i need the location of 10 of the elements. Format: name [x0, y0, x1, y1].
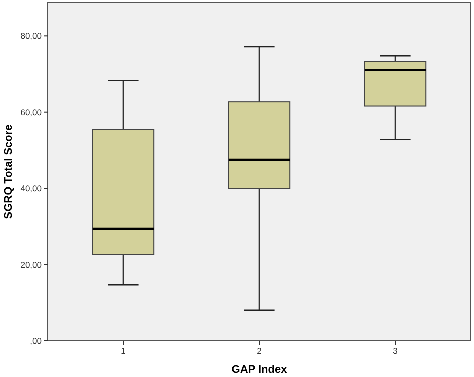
x-axis-title: GAP Index — [232, 364, 288, 376]
x-tick-label: 1 — [121, 346, 126, 356]
y-tick-label: ,00 — [30, 336, 42, 346]
y-tick-label: 40,00 — [20, 184, 42, 194]
y-tick-label: 80,00 — [20, 31, 42, 42]
y-tick-label: 60,00 — [20, 107, 42, 118]
y-axis-title: SGRQ Total Score — [3, 124, 15, 220]
x-tick-label: 3 — [393, 346, 398, 356]
x-tick-label: 2 — [257, 346, 262, 356]
y-tick-label: 20,00 — [20, 260, 42, 270]
